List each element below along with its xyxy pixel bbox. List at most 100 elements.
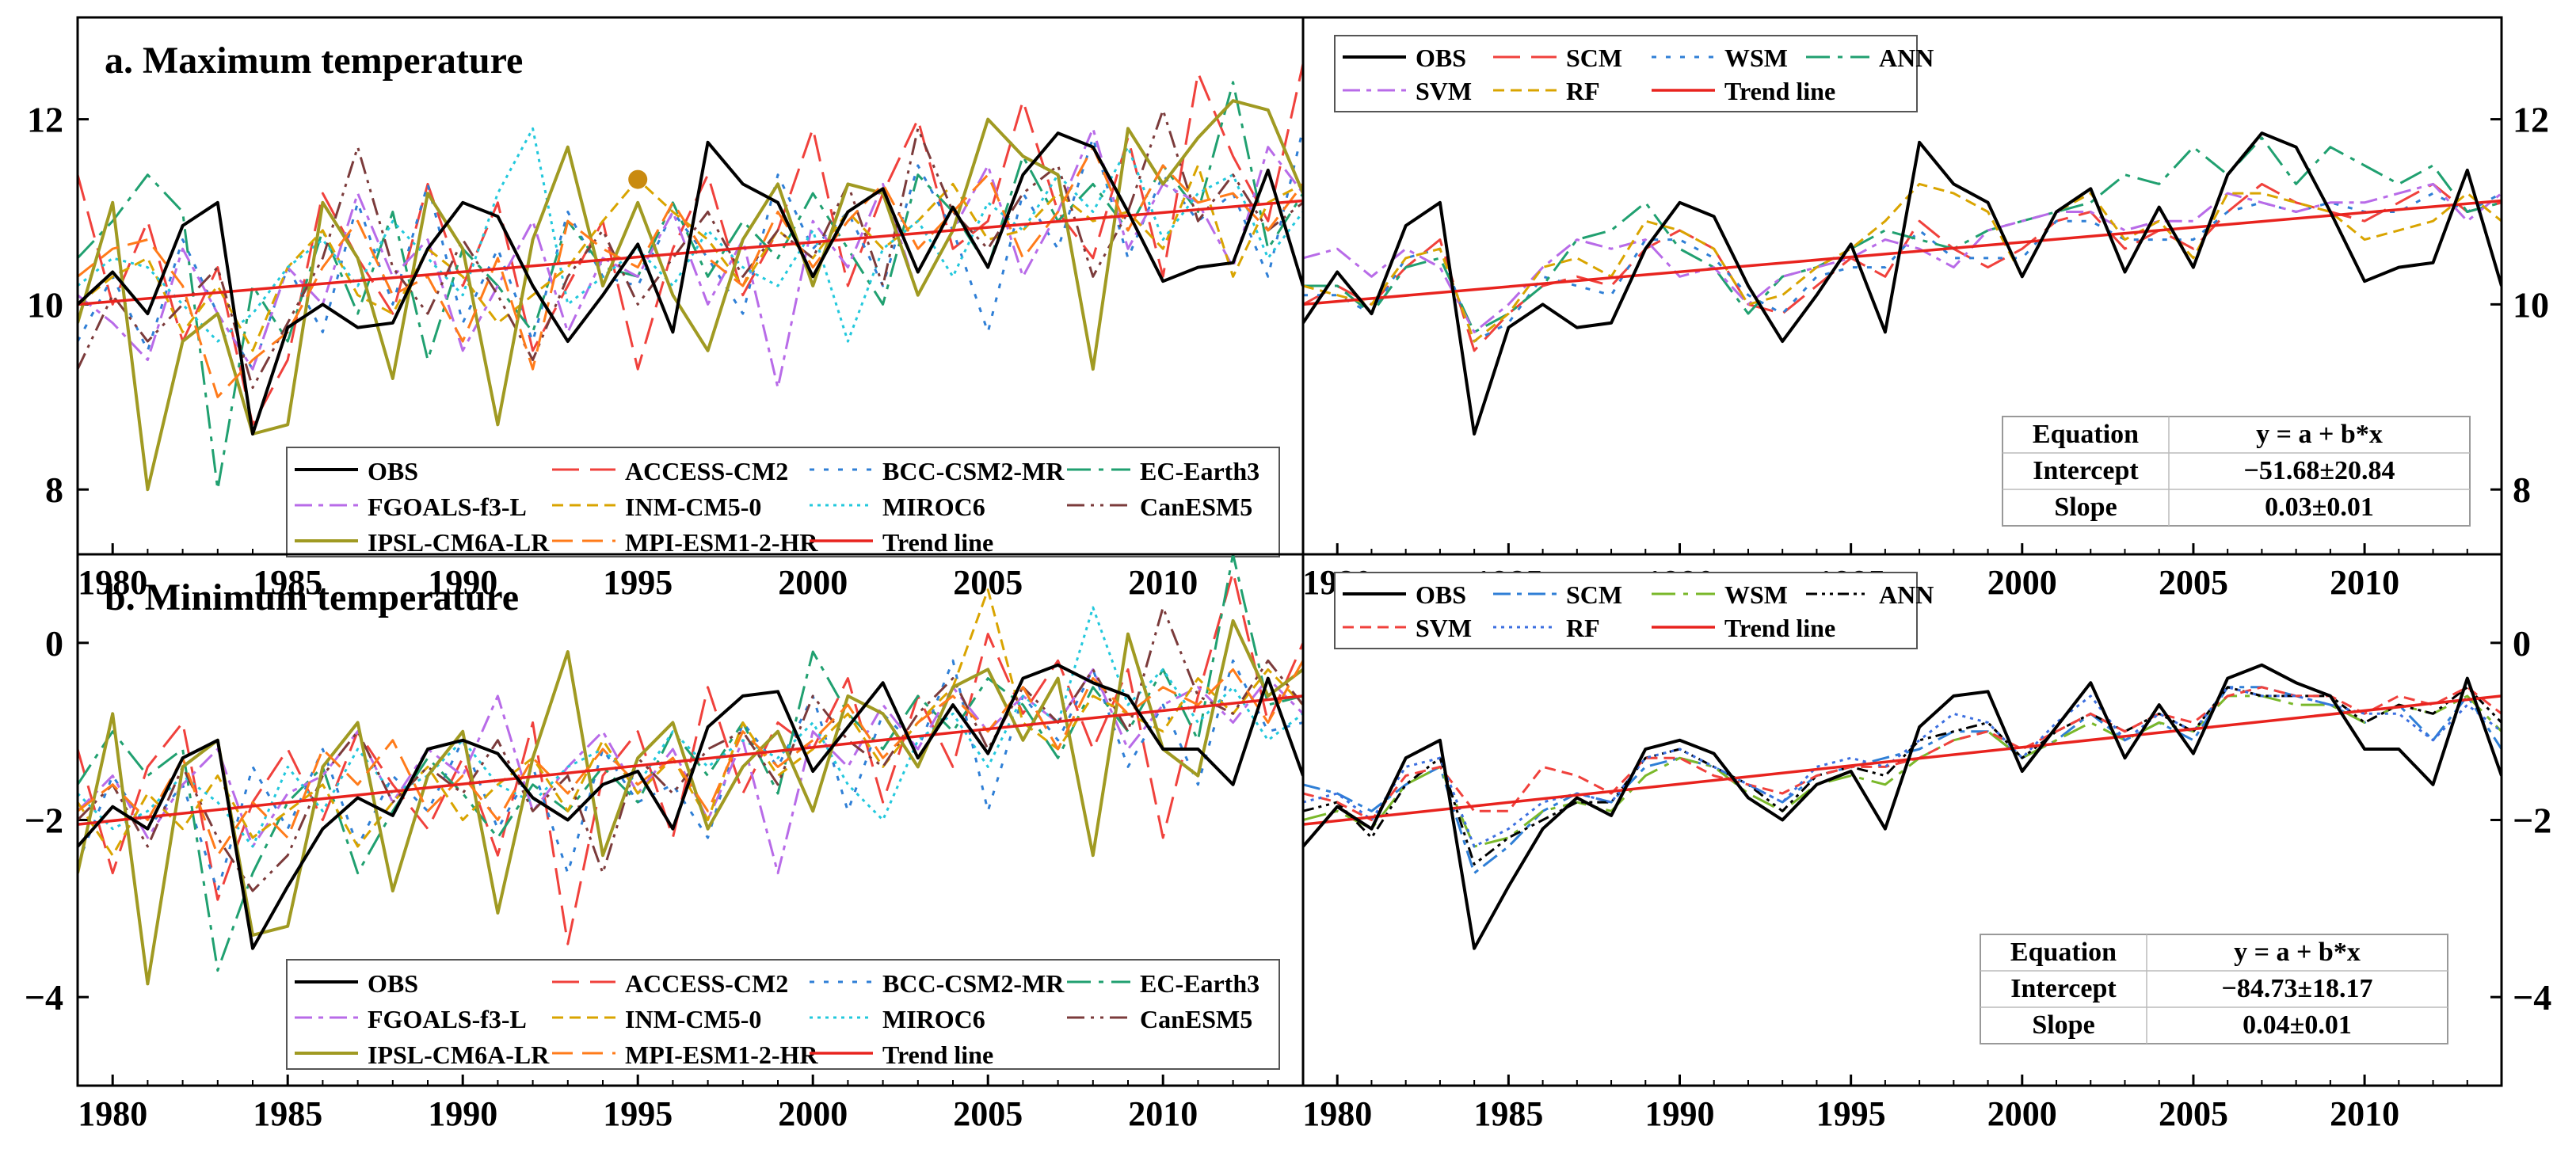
stats-table-value: y = a + b*x bbox=[2234, 938, 2361, 967]
series-group bbox=[78, 554, 1303, 986]
stats-table-value: −51.68±20.84 bbox=[2243, 456, 2395, 485]
y-tick-label: −4 bbox=[25, 977, 63, 1018]
legend-label: ACCESS-CM2 bbox=[625, 969, 788, 998]
series-line-inm-cm5-0 bbox=[78, 164, 1303, 352]
legend-label: ANN bbox=[1879, 44, 1934, 72]
series-line-rf bbox=[1303, 182, 2502, 343]
x-tick-label: 2000 bbox=[778, 1094, 848, 1133]
y-tick-label: −2 bbox=[25, 801, 63, 841]
y-tick-label: 0 bbox=[45, 623, 63, 664]
legend-label: FGOALS-f3-L bbox=[368, 1005, 527, 1033]
legend-label: SVM bbox=[1416, 77, 1472, 105]
series-line-trend line bbox=[78, 199, 1303, 306]
legend-label: EC-Earth3 bbox=[1140, 457, 1259, 485]
legend-box bbox=[1334, 572, 1918, 649]
x-tick-label: 2010 bbox=[1128, 1094, 1198, 1133]
legend-label: INM-CM5-0 bbox=[625, 1005, 761, 1033]
stats-table bbox=[1980, 934, 2448, 1044]
x-tick-label: 2000 bbox=[1987, 563, 2057, 602]
series-line-canesm5 bbox=[78, 108, 1303, 390]
legend-label: BCC-CSM2-MR bbox=[882, 969, 1065, 998]
y-tick-label: 12 bbox=[2513, 100, 2549, 140]
series-group bbox=[78, 63, 1303, 492]
legend-label: WSM bbox=[1724, 44, 1788, 72]
series-line-miroc6 bbox=[78, 606, 1303, 848]
x-tick-label: 1980 bbox=[78, 1094, 147, 1133]
legend-label: INM-CM5-0 bbox=[625, 493, 761, 521]
series-line-trend line bbox=[78, 694, 1303, 826]
stats-table-value: y = a + b*x bbox=[2256, 420, 2383, 449]
legend-label: MPI-ESM1-2-HR bbox=[625, 528, 818, 557]
panel-title: a. Maximum temperature bbox=[105, 40, 523, 82]
stats-table bbox=[2002, 416, 2471, 527]
x-tick-label: 1985 bbox=[253, 1094, 322, 1133]
legend-label: Trend line bbox=[1724, 77, 1835, 105]
series-line-wsm bbox=[1303, 694, 2502, 848]
legend-label: MPI-ESM1-2-HR bbox=[625, 1041, 818, 1069]
legend-label: WSM bbox=[1724, 580, 1788, 609]
legend-label: OBS bbox=[1416, 580, 1466, 609]
panel-b-left: −4 −2 0 1980 1985 1990 1995 2000 2005 2010 b. Mini… bbox=[25, 553, 1305, 1133]
legend-box bbox=[286, 959, 1280, 1070]
legend-label: MIROC6 bbox=[882, 1005, 985, 1033]
x-tick-label: 2000 bbox=[1987, 1094, 2057, 1133]
series-line-rf bbox=[1303, 686, 2502, 848]
y-tick-label: 10 bbox=[2513, 284, 2549, 325]
series-group bbox=[1303, 663, 2502, 950]
legend-label: SCM bbox=[1566, 44, 1622, 72]
stats-table-key: Intercept bbox=[2033, 456, 2139, 485]
legend-label: IPSL-CM6A-LR bbox=[368, 1041, 550, 1069]
series-line-svm bbox=[1303, 182, 2502, 333]
legend-label: ANN bbox=[1879, 580, 1934, 609]
y-tick-label: −2 bbox=[2513, 801, 2551, 841]
legend-label: BCC-CSM2-MR bbox=[882, 457, 1065, 485]
x-tick-label: 2010 bbox=[2330, 563, 2399, 602]
x-tick-label: 1980 bbox=[78, 563, 147, 602]
legend-label: OBS bbox=[368, 457, 418, 485]
legend-label: Trend line bbox=[1724, 614, 1835, 642]
series-line-trend line bbox=[1303, 199, 2502, 306]
legend-label: FGOALS-f3-L bbox=[368, 493, 527, 521]
series-line-ipsl-cm6a-lr bbox=[78, 99, 1303, 492]
x-tick-label: 1995 bbox=[603, 1094, 673, 1133]
x-tick-label: 1990 bbox=[1645, 1094, 1715, 1133]
x-tick-label: 1995 bbox=[603, 563, 673, 602]
x-tick-label: 2005 bbox=[953, 563, 1023, 602]
stats-table-key: Equation bbox=[2033, 420, 2139, 449]
stats-table-value: 0.03±0.01 bbox=[2265, 493, 2374, 522]
panel-a-left: 8 10 12 1980 1985 1990 1995 2000 2005 2010 a. Maxi… bbox=[27, 16, 1305, 602]
x-tick-label: 2000 bbox=[778, 563, 848, 602]
legend-box bbox=[1334, 35, 1918, 112]
y-tick-label: 10 bbox=[27, 284, 63, 325]
x-tick-label: 2005 bbox=[2159, 1094, 2228, 1133]
highlight-marker bbox=[628, 169, 648, 189]
legend-label: SVM bbox=[1416, 614, 1472, 642]
legend-label: ACCESS-CM2 bbox=[625, 457, 788, 485]
x-tick-label: 1990 bbox=[428, 1094, 497, 1133]
panel-b-right: −4 −2 0 1980 1985 1990 1995 2000 2005 2010 OBS SCM W… bbox=[1301, 553, 2551, 1133]
x-tick-label: 2005 bbox=[2159, 563, 2228, 602]
legend-label: CanESM5 bbox=[1140, 493, 1252, 521]
series-line-ec-earth3 bbox=[78, 81, 1303, 491]
legend-label: SCM bbox=[1566, 580, 1622, 609]
x-tick-label: 1980 bbox=[1302, 1094, 1372, 1133]
legend-label: MIROC6 bbox=[882, 493, 985, 521]
series-line-svm bbox=[1303, 686, 2502, 821]
panel-a-right: 810121980198519901995200020052010OBSSCMW… bbox=[1301, 16, 2549, 602]
y-tick-label: −4 bbox=[2513, 977, 2551, 1018]
stats-table-key: Equation bbox=[2010, 938, 2117, 967]
series-line-obs bbox=[78, 131, 1303, 436]
series-line-access-cm2 bbox=[78, 63, 1303, 426]
series-line-canesm5 bbox=[78, 606, 1303, 892]
x-tick-label: 1985 bbox=[1473, 1094, 1543, 1133]
x-tick-label: 2005 bbox=[953, 1094, 1023, 1133]
y-tick-label: 8 bbox=[2513, 470, 2531, 510]
series-line-access-cm2 bbox=[78, 570, 1303, 945]
stats-table-value: 0.04±0.01 bbox=[2243, 1010, 2352, 1040]
legend-label: RF bbox=[1566, 77, 1600, 105]
stats-table-key: Slope bbox=[2054, 493, 2117, 522]
legend-label: OBS bbox=[1416, 44, 1466, 72]
series-line-obs bbox=[78, 663, 1303, 950]
legend-label: RF bbox=[1566, 614, 1600, 642]
